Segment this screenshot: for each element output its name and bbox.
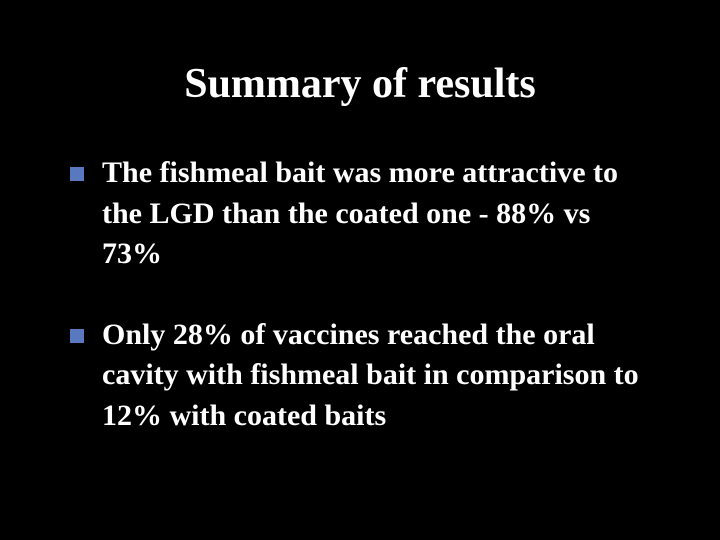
slide-container: Summary of results The fishmeal bait was… [0, 0, 720, 540]
slide-title: Summary of results [70, 60, 650, 108]
bullet-square-icon [70, 329, 84, 343]
list-item: Only 28% of vaccines reached the oral ca… [70, 315, 650, 437]
bullet-list: The fishmeal bait was more attractive to… [70, 153, 650, 436]
bullet-text: The fishmeal bait was more attractive to… [102, 153, 650, 275]
bullet-text: Only 28% of vaccines reached the oral ca… [102, 315, 650, 437]
list-item: The fishmeal bait was more attractive to… [70, 153, 650, 275]
bullet-square-icon [70, 167, 84, 181]
